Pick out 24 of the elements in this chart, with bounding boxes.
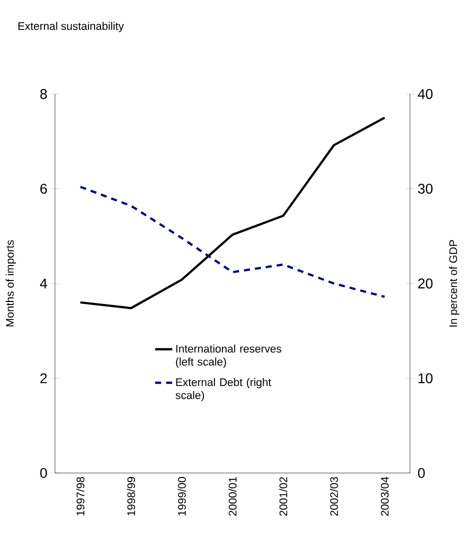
y-axis-title: Months of imports [6, 240, 16, 326]
y2-axis-title: In percent of GDP [449, 240, 460, 326]
legend-label: External Debt (right scale) [176, 378, 272, 402]
y2-tick-label: 0 [418, 468, 425, 478]
x-tick-label: 2002/03 [330, 477, 338, 516]
line-series [79, 186, 386, 298]
legend-label: International reserves (left scale) [176, 344, 282, 368]
x-tick-label: 2001/02 [279, 477, 288, 516]
y-tick-label: 2 [40, 373, 47, 384]
x-tick-label: 2000/01 [228, 477, 237, 516]
y-tick-label: 8 [40, 89, 47, 99]
y2-tick-label: 10 [418, 373, 433, 384]
x-tick-label: 1999/00 [178, 476, 186, 516]
y2-tick-label: 30 [418, 184, 433, 194]
y-tick-label: 6 [40, 184, 47, 194]
chart-title: External sustainability [18, 22, 124, 32]
y2-tick-label: 40 [418, 89, 433, 99]
x-tick-label: 1997/98 [76, 477, 84, 516]
x-tick-label: 1998/99 [127, 477, 136, 516]
y-tick-label: 0 [40, 468, 47, 478]
x-tick-label: 2003/04 [380, 476, 389, 516]
y2-tick-label: 20 [418, 278, 433, 288]
line-series [79, 116, 386, 310]
y-tick-label: 4 [40, 278, 48, 288]
